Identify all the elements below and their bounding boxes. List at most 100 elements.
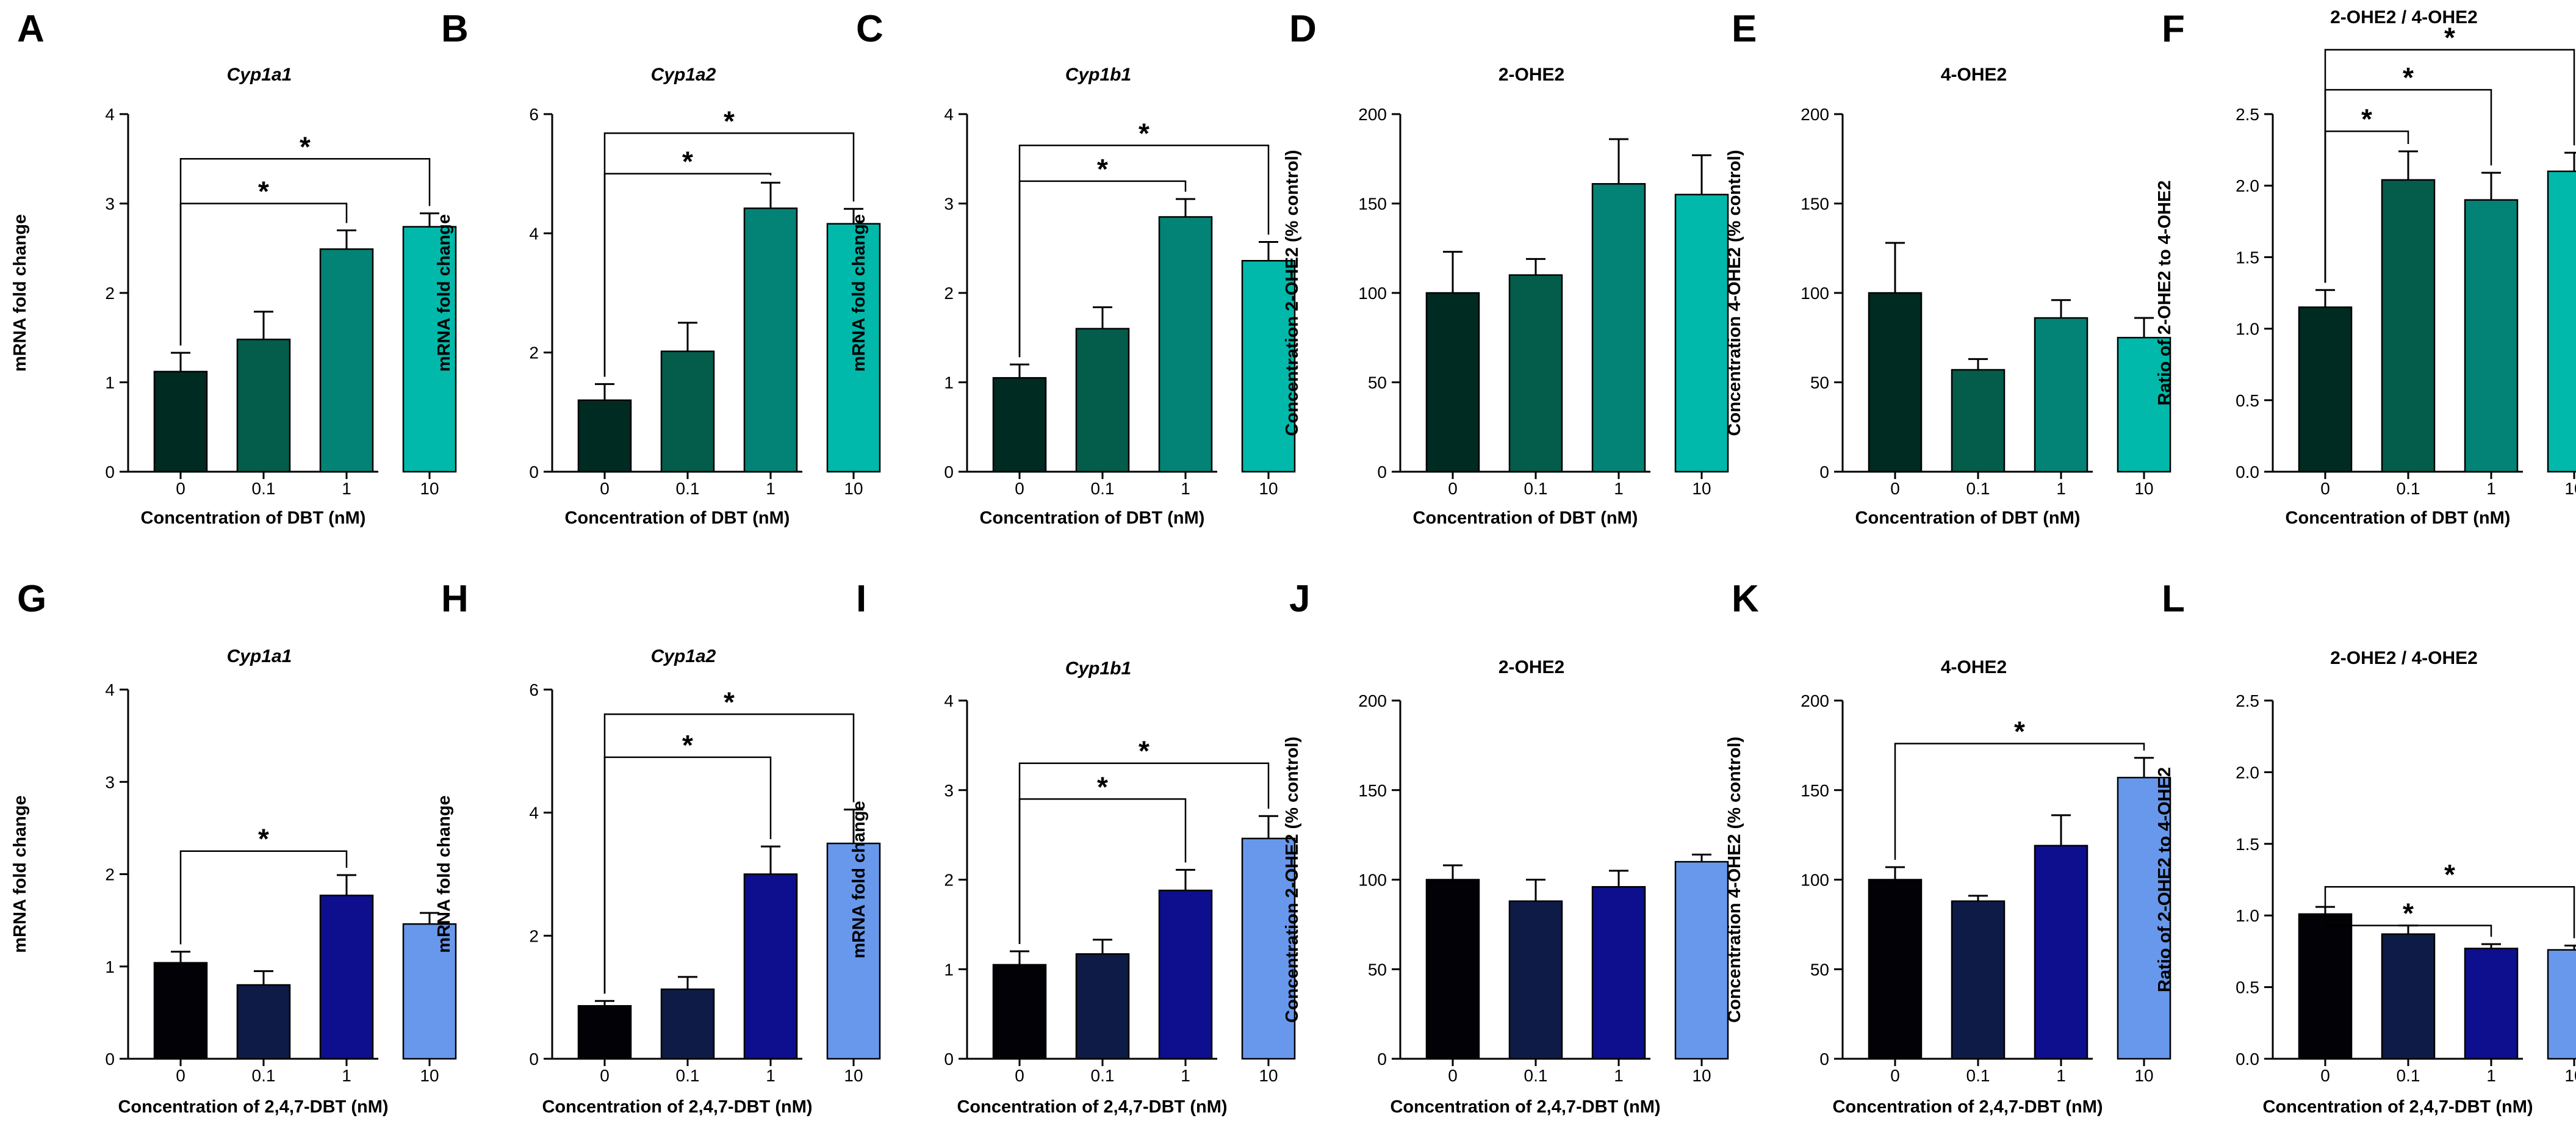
x-tick-label: 1	[2486, 1066, 2496, 1085]
y-tick-label: 0	[105, 1050, 115, 1069]
x-axis-label: Concentration of DBT (nM)	[980, 508, 1205, 528]
chart-title: Cyp1a1	[227, 646, 292, 666]
x-axis-label: Concentration of 2,4,7-DBT (nM)	[1390, 1097, 1660, 1117]
panel-letter: F	[2162, 8, 2185, 50]
bar-0-1	[1075, 328, 1130, 473]
y-tick-label: 2	[105, 284, 115, 303]
y-tick-label: 3	[105, 773, 115, 791]
y-tick-label: 50	[1810, 373, 1829, 392]
bar-10	[1674, 860, 1729, 1060]
significance-bracket	[1018, 762, 1270, 944]
y-tick-label: 2.0	[2236, 763, 2259, 782]
bar-0	[1868, 292, 1923, 473]
y-tick-label: 0	[944, 463, 954, 481]
x-axis-label: Concentration of 2,4,7-DBT (nM)	[542, 1097, 812, 1117]
significance-star: *	[682, 146, 693, 178]
bar-0-1	[236, 984, 291, 1060]
y-tick-label: 100	[1801, 871, 1829, 890]
y-tick-label: 200	[1801, 105, 1829, 124]
x-axis-label: Concentration of DBT (nM)	[1413, 508, 1638, 528]
y-tick-label: 4	[529, 224, 539, 243]
panel-a: A Cyp1a1 0 1 2 3 4 mRNA fold change 0 0.1 1 10 Conce…	[10, 8, 457, 528]
y-tick-label: 0	[1377, 1050, 1387, 1069]
significance-bracket	[2324, 885, 2575, 939]
x-tick-label: 1	[2056, 479, 2066, 498]
y-axis-label: Ratio of 2-OHE2 to 4-OHE2	[2155, 181, 2175, 406]
significance-bracket	[2324, 899, 2492, 937]
y-axis-label: mRNA fold change	[10, 214, 30, 372]
bar-1	[2034, 845, 2089, 1060]
panel-letter: L	[2162, 578, 2185, 620]
x-tick-label: 0.1	[676, 479, 700, 498]
y-tick-label: 0.0	[2236, 1050, 2259, 1069]
bar-1	[319, 248, 374, 473]
x-tick-label: 1	[766, 479, 775, 498]
bar-1	[1158, 216, 1213, 473]
y-tick-label: 2	[529, 344, 539, 362]
x-tick-label: 1	[342, 1066, 351, 1085]
y-tick-label: 3	[944, 195, 954, 214]
bar-10	[826, 223, 881, 473]
x-axis-label: Concentration of 2,4,7-DBT (nM)	[1832, 1097, 2103, 1117]
bar-0-1	[1075, 953, 1130, 1060]
x-tick-label: 0	[600, 1066, 610, 1085]
panel-letter: E	[1732, 8, 1757, 50]
y-tick-label: 0	[1819, 1050, 1829, 1069]
y-tick-label: 2	[944, 871, 954, 890]
y-tick-label: 100	[1801, 284, 1829, 303]
y-tick-label: 0	[105, 463, 115, 481]
chart-title: 2-OHE2	[1498, 65, 1564, 85]
y-tick-label: 150	[1358, 781, 1387, 800]
x-tick-label: 0	[176, 479, 185, 498]
y-tick-label: 200	[1358, 105, 1387, 124]
x-tick-label: 10	[420, 1066, 439, 1085]
y-tick-label: 0	[944, 1050, 954, 1069]
x-tick-label: 0.1	[1524, 479, 1548, 498]
significance-bracket	[2324, 49, 2575, 283]
x-tick-label: 10	[420, 479, 439, 498]
bar-0	[2298, 306, 2353, 473]
y-axis-label: Concentration 2-OHE2 (% control)	[1283, 150, 1302, 436]
x-tick-label: 0.1	[1966, 479, 1990, 498]
panel-letter: A	[17, 8, 45, 50]
x-tick-label: 0.1	[1091, 479, 1115, 498]
y-axis-label: mRNA fold change	[434, 795, 454, 953]
x-tick-label: 10	[2564, 1066, 2576, 1085]
bar-0-1	[1951, 900, 2006, 1060]
bar-1	[319, 895, 374, 1060]
bar-0-1	[2381, 179, 2436, 473]
y-tick-label: 3	[944, 781, 954, 800]
bar-10	[1241, 260, 1296, 473]
x-tick-label: 0.1	[2397, 1066, 2420, 1085]
x-tick-label: 10	[1692, 479, 1711, 498]
x-tick-label: 10	[844, 479, 863, 498]
significance-star: *	[1139, 735, 1149, 767]
y-tick-label: 4	[105, 680, 115, 699]
bar-10	[402, 923, 457, 1060]
x-axis-label: Concentration of 2,4,7-DBT (nM)	[2262, 1097, 2533, 1117]
y-axis-label: mRNA fold change	[10, 795, 30, 953]
significance-bracket	[1018, 145, 1270, 358]
panel-i: I Cyp1b1 0 1 2 3 4 mRNA fold change 0 0.1 1 10 Conce…	[849, 578, 1296, 1117]
significance-bracket	[179, 850, 348, 945]
y-tick-label: 0	[1377, 463, 1387, 481]
x-tick-label: 10	[2564, 479, 2576, 498]
x-tick-label: 0	[2320, 479, 2330, 498]
bar-1	[1591, 183, 1646, 473]
y-tick-label: 2	[529, 926, 539, 945]
chart-title: Cyp1b1	[1065, 65, 1131, 85]
panel-l: L 2-OHE2 / 4-OHE2 0.0 0.5 1.0 1.5 2.0 2.5 Ratio …	[2155, 578, 2576, 1117]
significance-star: *	[2403, 62, 2414, 93]
y-tick-label: 3	[105, 195, 115, 214]
x-tick-label: 0.1	[2397, 479, 2420, 498]
y-axis-label: mRNA fold change	[434, 214, 454, 372]
x-axis-label: Concentration of DBT (nM)	[1855, 508, 2081, 528]
bar-0	[1868, 879, 1923, 1060]
x-tick-label: 0.1	[1524, 1066, 1548, 1085]
significance-star: *	[2444, 859, 2455, 890]
